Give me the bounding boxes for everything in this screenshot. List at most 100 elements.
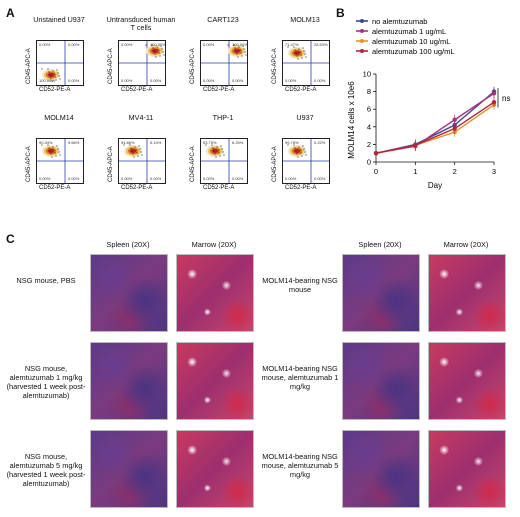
event-dot [287,144,289,146]
flow-y-axis-label: CD45-APC-A [26,146,32,182]
event-dot [53,73,55,75]
spleen-histology-image [90,430,168,508]
event-dot [49,74,51,76]
flow-y-axis-label: CD45-APC-A [26,48,32,84]
event-dot [238,46,240,48]
flow-plot-title: Unstained U937 [33,15,85,24]
event-dot [236,53,238,55]
event-dot [222,151,224,153]
event-dot [51,80,53,82]
quadrant-percentage: 71.47% [285,42,299,47]
event-dot [305,56,307,58]
quadrant-percentage: 99.78% [285,140,299,145]
event-dot [241,55,243,57]
histology-column-header: Spleen (20X) [358,240,402,249]
event-dot [304,151,306,153]
event-dot [131,150,133,152]
flow-plot-title: MOLM14 [44,113,74,122]
event-dot [297,156,299,158]
histology-row-label: NSG mouse, alemtuzumab 1 mg/kg (harveste… [6,364,86,400]
y-tick-label: 6 [367,105,371,114]
event-dot [57,148,59,150]
event-dot [48,71,50,73]
event-dot [301,57,303,59]
flow-x-axis-label: CD52-PE-A [285,87,317,93]
quadrant-percentage: 0.00% [285,176,297,181]
flow-x-axis-label: CD52-PE-A [203,87,235,93]
event-dot [49,150,51,152]
flow-y-axis-label: CD45-APC-A [108,48,114,84]
event-dot [161,48,163,50]
flow-plot-title: Untransduced human T cells [106,15,176,32]
flow-scatter-plot [282,40,330,86]
event-dot [51,156,53,158]
y-tick-label: 0 [367,158,371,167]
legend-swatch-marker [360,39,364,43]
flow-cytometry-panel: Unstained U937 0.00% 0.00% 100.00% 0.00% CD45… [0,0,336,230]
flow-plot-title: U937 [296,113,314,122]
marrow-histology-image [428,342,506,420]
flow-x-axis-label: CD52-PE-A [121,185,153,191]
legend-swatch-marker [360,29,364,33]
panel-letter-b: B [336,6,345,20]
flow-scatter-plot [282,138,330,184]
quadrant-percentage: 0.00% [121,78,133,83]
y-tick-label: 10 [363,70,371,79]
event-dot [41,144,43,146]
event-dot [242,45,244,47]
histology-row-label: MOLM14-bearing NSG mouse, alemtuzumab 5 … [261,452,339,479]
event-dot [41,68,43,70]
event-dot [223,154,225,156]
event-dot [217,149,219,151]
event-dot [159,55,161,57]
event-dot [58,75,60,77]
event-dot [56,145,58,147]
quadrant-percentage: 0.00% [68,78,80,83]
quadrant-percentage: 0.00% [203,176,215,181]
quadrant-percentage: 0.00% [203,42,215,47]
event-dot [243,48,245,50]
marrow-histology-image [176,342,254,420]
y-tick-label: 8 [367,87,371,96]
x-tick-label: 1 [413,167,417,176]
event-dot [218,152,220,154]
event-dot [134,146,136,148]
event-dot [151,44,153,46]
event-dot [152,47,154,49]
legend-entry: alemtuzumab 10 ug/mL [372,37,450,46]
quadrant-percentage: 100.00% [232,42,248,47]
event-dot [54,152,56,154]
y-tick-label: 2 [367,140,371,149]
quadrant-percentage: 0.00% [150,176,162,181]
quadrant-percentage: 6.25% [232,140,244,145]
event-dot [211,144,213,146]
event-dot [156,46,158,48]
event-dot [123,144,125,146]
data-point [413,143,418,148]
event-dot [47,68,49,70]
event-dot [58,151,60,153]
event-dot [245,54,247,56]
series-line [375,104,495,154]
event-dot [221,148,223,150]
event-dot [234,47,236,49]
event-dot [298,146,300,148]
event-dot [137,155,139,157]
flow-scatter-plot [36,40,84,86]
event-dot [233,44,235,46]
series-line [375,91,495,154]
event-dot [304,53,306,55]
event-dot [227,44,229,46]
event-dot [237,56,239,58]
event-dot [138,145,140,147]
event-dot [299,51,301,53]
event-dot [55,155,57,157]
event-dot [240,52,242,54]
event-dot [305,154,307,156]
flow-y-axis-label: CD45-APC-A [190,146,196,182]
panel-letter-a: A [6,6,15,20]
event-dot [303,148,305,150]
event-dot [299,149,301,151]
quadrant-percentage: 100.00% [150,42,166,47]
